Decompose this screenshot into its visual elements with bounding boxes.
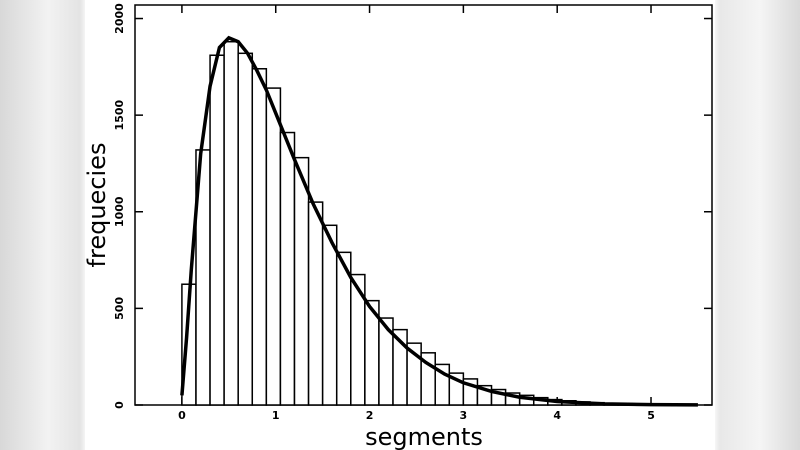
x-tick-label: 5 [647,409,655,422]
bar [209,54,225,406]
y-axis-label: frequecies [83,143,111,268]
bar [307,201,324,406]
y-tick-label: 1000 [113,196,126,227]
bar [265,87,282,406]
bar [293,156,310,406]
y-tick-label: 1500 [113,99,126,130]
x-tick-label: 3 [460,409,468,422]
y-tick-label: 0 [113,401,126,409]
bar [321,224,338,406]
bar [223,40,239,406]
fit-curve [180,35,698,407]
bar [237,52,254,406]
bar [279,131,296,406]
x-tick-label: 2 [366,409,374,422]
x-tick-label: 1 [272,409,280,422]
bar [251,68,268,406]
y-tick-label: 500 [113,297,126,320]
x-tick-label: 4 [553,409,561,422]
x-tick-label: 0 [178,409,186,422]
y-tick-label: 2000 [113,3,126,34]
x-axis-label: segments [365,423,483,450]
